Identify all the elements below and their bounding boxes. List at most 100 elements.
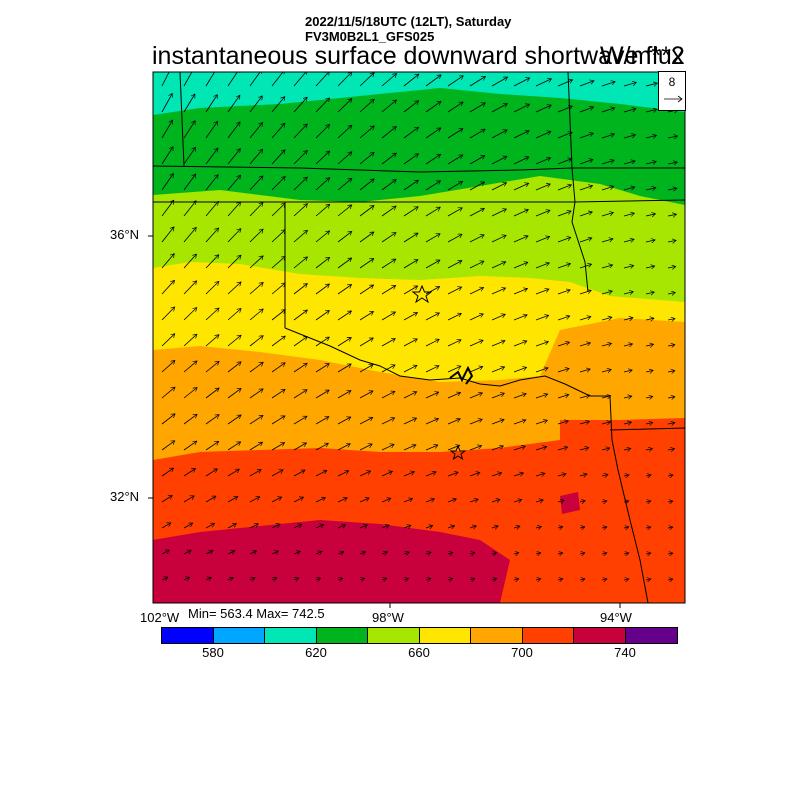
wind-vector (205, 121, 218, 139)
wind-vector (513, 104, 530, 113)
wind-vector (469, 419, 482, 425)
wind-vector (535, 420, 547, 425)
wind-vector (249, 497, 260, 503)
wind-vector (271, 497, 282, 503)
wind-vector (469, 182, 485, 191)
colorbar-label: 620 (305, 645, 327, 660)
wind-vector (425, 234, 440, 243)
wind-vector (623, 82, 636, 87)
wind-vector (557, 500, 564, 502)
state-boundary (179, 72, 185, 167)
field-title: instantaneous surface downward shortwave… (152, 42, 685, 70)
wind-vector (337, 391, 351, 399)
wind-vector (557, 132, 572, 139)
wind-vector (425, 552, 431, 554)
wind-vector (403, 127, 419, 139)
wind-vector (513, 341, 527, 347)
wind-vector (601, 475, 608, 477)
wind-vector (337, 99, 352, 113)
wind-vector (161, 550, 169, 555)
wind-vector (623, 344, 633, 346)
wind-vector (513, 315, 527, 321)
wind-vector (359, 391, 373, 399)
colorbar-segment (162, 628, 214, 643)
wind-vector (271, 524, 280, 529)
reference-vector-value: 8 (668, 75, 676, 89)
wind-vector (183, 94, 196, 113)
wind-vector (491, 341, 505, 347)
wind-vector (161, 495, 172, 503)
wind-vector (623, 318, 633, 320)
wind-vector (623, 448, 631, 450)
wind-vector (359, 552, 366, 554)
colorbar-segment (522, 628, 574, 643)
wind-vector (183, 550, 191, 555)
wind-vector (381, 578, 387, 580)
min-max-label: Min= 563.4 Max= 742.5 (188, 606, 325, 621)
city-star-icon (449, 444, 467, 461)
wind-vector (271, 72, 285, 87)
wind-vector (161, 387, 175, 399)
wind-vector (513, 394, 526, 399)
wind-vector (315, 72, 330, 87)
wind-vector (535, 263, 549, 269)
wind-vector (667, 423, 675, 424)
wind-vector (183, 441, 197, 451)
wind-vector (469, 208, 484, 217)
wind-vector (293, 551, 300, 554)
wind-vector (579, 343, 591, 347)
wind-vector (205, 496, 216, 503)
state-boundary (609, 427, 685, 431)
wind-vector (403, 365, 417, 373)
wind-vector (293, 470, 305, 477)
wind-vector (579, 553, 585, 554)
wind-vector (667, 162, 677, 164)
wind-vector (469, 235, 484, 243)
wind-vector (161, 360, 175, 373)
wind-vector (315, 551, 322, 554)
wind-vector (623, 266, 634, 269)
wind-vector (491, 235, 506, 243)
wind-vector (227, 524, 236, 529)
wind-vector (535, 473, 545, 476)
wind-vector (513, 236, 528, 243)
wind-vector (205, 361, 219, 373)
wind-vector (425, 419, 439, 425)
wind-vector (447, 552, 453, 554)
wind-vector (293, 578, 299, 580)
wind-vector (403, 180, 418, 191)
wind-vector (645, 162, 656, 165)
wind-vector (535, 79, 552, 87)
wind-vector (271, 256, 285, 269)
wind-vector (557, 579, 563, 580)
wind-vector (491, 77, 508, 87)
wind-vector (645, 423, 653, 425)
wind-vector (205, 201, 218, 217)
wind-vector (491, 262, 506, 269)
wind-vector (161, 93, 172, 113)
wind-vector (447, 579, 453, 581)
wind-vector (315, 151, 330, 165)
wind-vector (667, 214, 677, 216)
wind-vector (293, 415, 307, 425)
wind-vector (227, 72, 240, 87)
wind-vector (535, 447, 547, 451)
wind-vector (425, 445, 438, 451)
wind-vector (601, 265, 613, 269)
wind-vector (359, 73, 374, 87)
wind-vector (579, 107, 594, 113)
colorbar-label: 700 (511, 645, 533, 660)
wind-vector (513, 420, 526, 425)
wind-vector (623, 396, 632, 398)
wind-vector (645, 240, 655, 242)
wind-vector (271, 470, 283, 477)
wind-vector (513, 78, 530, 87)
wind-vector (535, 237, 550, 243)
wind-vector (271, 150, 285, 165)
wind-vector (425, 180, 441, 191)
wind-vector (425, 366, 439, 373)
wind-vector (249, 203, 263, 217)
lon-label-98w: 98°W (372, 610, 404, 625)
wind-vector (645, 527, 651, 528)
field-units: W/m**2 (600, 42, 685, 70)
